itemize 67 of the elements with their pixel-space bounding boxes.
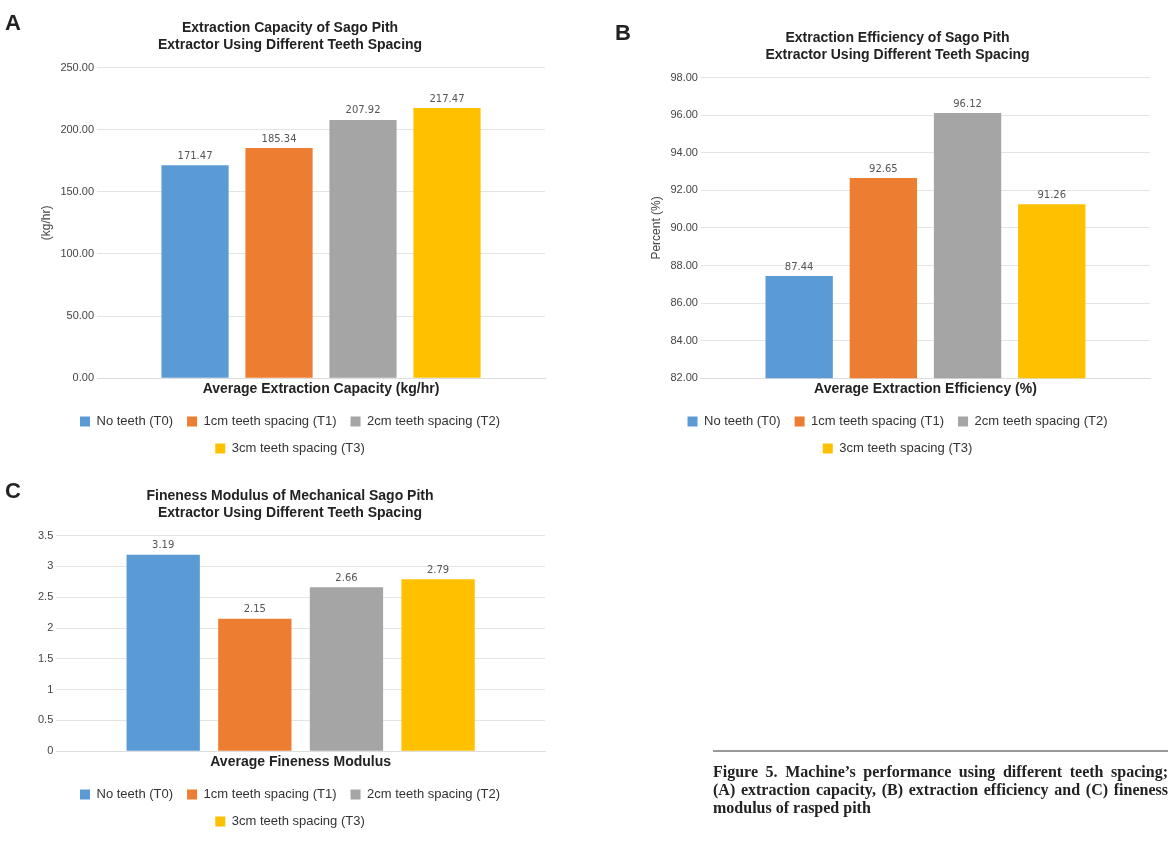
bar <box>329 119 397 378</box>
x-tick-label: Average Fineness Modulus <box>210 753 392 770</box>
y-tick-label: 50.00 <box>66 309 95 322</box>
y-tick-label: 84.00 <box>670 333 698 346</box>
x-tick-label: Average Extraction Capacity (kg/hr) <box>202 380 440 397</box>
y-tick-label: 1.5 <box>37 651 54 664</box>
data-label: 185.34 <box>261 132 297 144</box>
y-tick-label: 250.00 <box>60 60 95 73</box>
y-tick-label: 3 <box>47 559 54 572</box>
chart-title: Extraction Efficiency of Sago Pith Extractor Using Different Teeth Spacing <box>765 29 1030 63</box>
data-label: 87.44 <box>784 260 814 272</box>
bar <box>401 579 475 751</box>
legend-label: 1cm teeth spacing (T1) <box>203 413 337 429</box>
chart-title: Fineness Modulus of Mechanical Sago Pith Extractor Using Different Teeth Spacing <box>146 487 434 521</box>
y-tick-label: 82.00 <box>670 371 698 384</box>
bar <box>309 587 384 751</box>
data-label: 92.65 <box>869 162 898 174</box>
bar <box>245 147 313 378</box>
data-label: 91.26 <box>1037 188 1067 200</box>
data-label: 3.19 <box>152 539 175 551</box>
data-label: 2.66 <box>335 571 358 583</box>
data-label: 217.47 <box>429 92 465 104</box>
data-label: 2.79 <box>426 563 450 575</box>
y-tick-label: 86.00 <box>670 296 698 309</box>
bar <box>413 108 481 378</box>
caption: Figure 5. Machine’s performance using different teeth spacing; (A) extraction capacity, (B) extraction efficiency and (C) fineness modulus of rasped pith <box>713 763 1168 817</box>
legend-label: No teeth (T0) <box>96 413 174 429</box>
y-tick-label: 0.00 <box>72 371 95 384</box>
y-tick-label: 90.00 <box>670 220 698 233</box>
legend-label: No teeth (T0) <box>96 786 174 802</box>
text: B <box>615 20 631 46</box>
y-axis-title: Percent (%) <box>648 196 663 260</box>
bar <box>218 618 292 751</box>
y-tick-label: 0 <box>47 744 54 757</box>
legend-label: No teeth (T0) <box>704 413 781 429</box>
y-tick-label: 3.5 <box>37 528 54 541</box>
legend-label: 2cm teeth spacing (T2) <box>367 786 500 802</box>
y-tick-label: 92.00 <box>670 183 698 196</box>
bar <box>126 554 200 751</box>
legend-label: 2cm teeth spacing (T2) <box>974 413 1108 429</box>
y-tick-label: 88.00 <box>670 258 698 271</box>
y-tick-label: 2.5 <box>37 590 54 603</box>
y-tick-label: 100.00 <box>60 246 95 259</box>
data-label: 171.47 <box>177 149 213 161</box>
data-label: 96.12 <box>953 97 982 109</box>
legend-label: 3cm teeth spacing (T3) <box>231 813 365 829</box>
y-tick-label: 1 <box>47 682 54 695</box>
legend-label: 1cm teeth spacing (T1) <box>203 786 337 802</box>
chart-title: Extraction Capacity of Sago Pith Extractor Using Different Teeth Spacing <box>157 19 423 53</box>
y-tick-label: 98.00 <box>670 70 698 83</box>
x-tick-label: Average Extraction Efficiency (%) <box>814 380 1037 397</box>
y-tick-label: 0.5 <box>37 713 54 726</box>
legend-label: 3cm teeth spacing (T3) <box>231 440 365 456</box>
text: A <box>5 10 21 36</box>
bar <box>161 165 229 378</box>
y-tick-label: 150.00 <box>60 184 95 197</box>
y-tick-label: 2 <box>47 621 54 634</box>
text: C <box>5 478 21 504</box>
legend-label: 2cm teeth spacing (T2) <box>367 413 500 429</box>
y-tick-label: 200.00 <box>60 122 95 135</box>
legend-label: 3cm teeth spacing (T3) <box>839 440 973 456</box>
legend-label: 1cm teeth spacing (T1) <box>811 413 945 429</box>
y-tick-label: 94.00 <box>670 145 698 158</box>
data-label: 2.15 <box>243 603 266 615</box>
data-label: 207.92 <box>345 104 381 116</box>
y-axis-title: (kg/hr) <box>38 205 53 241</box>
y-tick-label: 96.00 <box>670 108 698 121</box>
